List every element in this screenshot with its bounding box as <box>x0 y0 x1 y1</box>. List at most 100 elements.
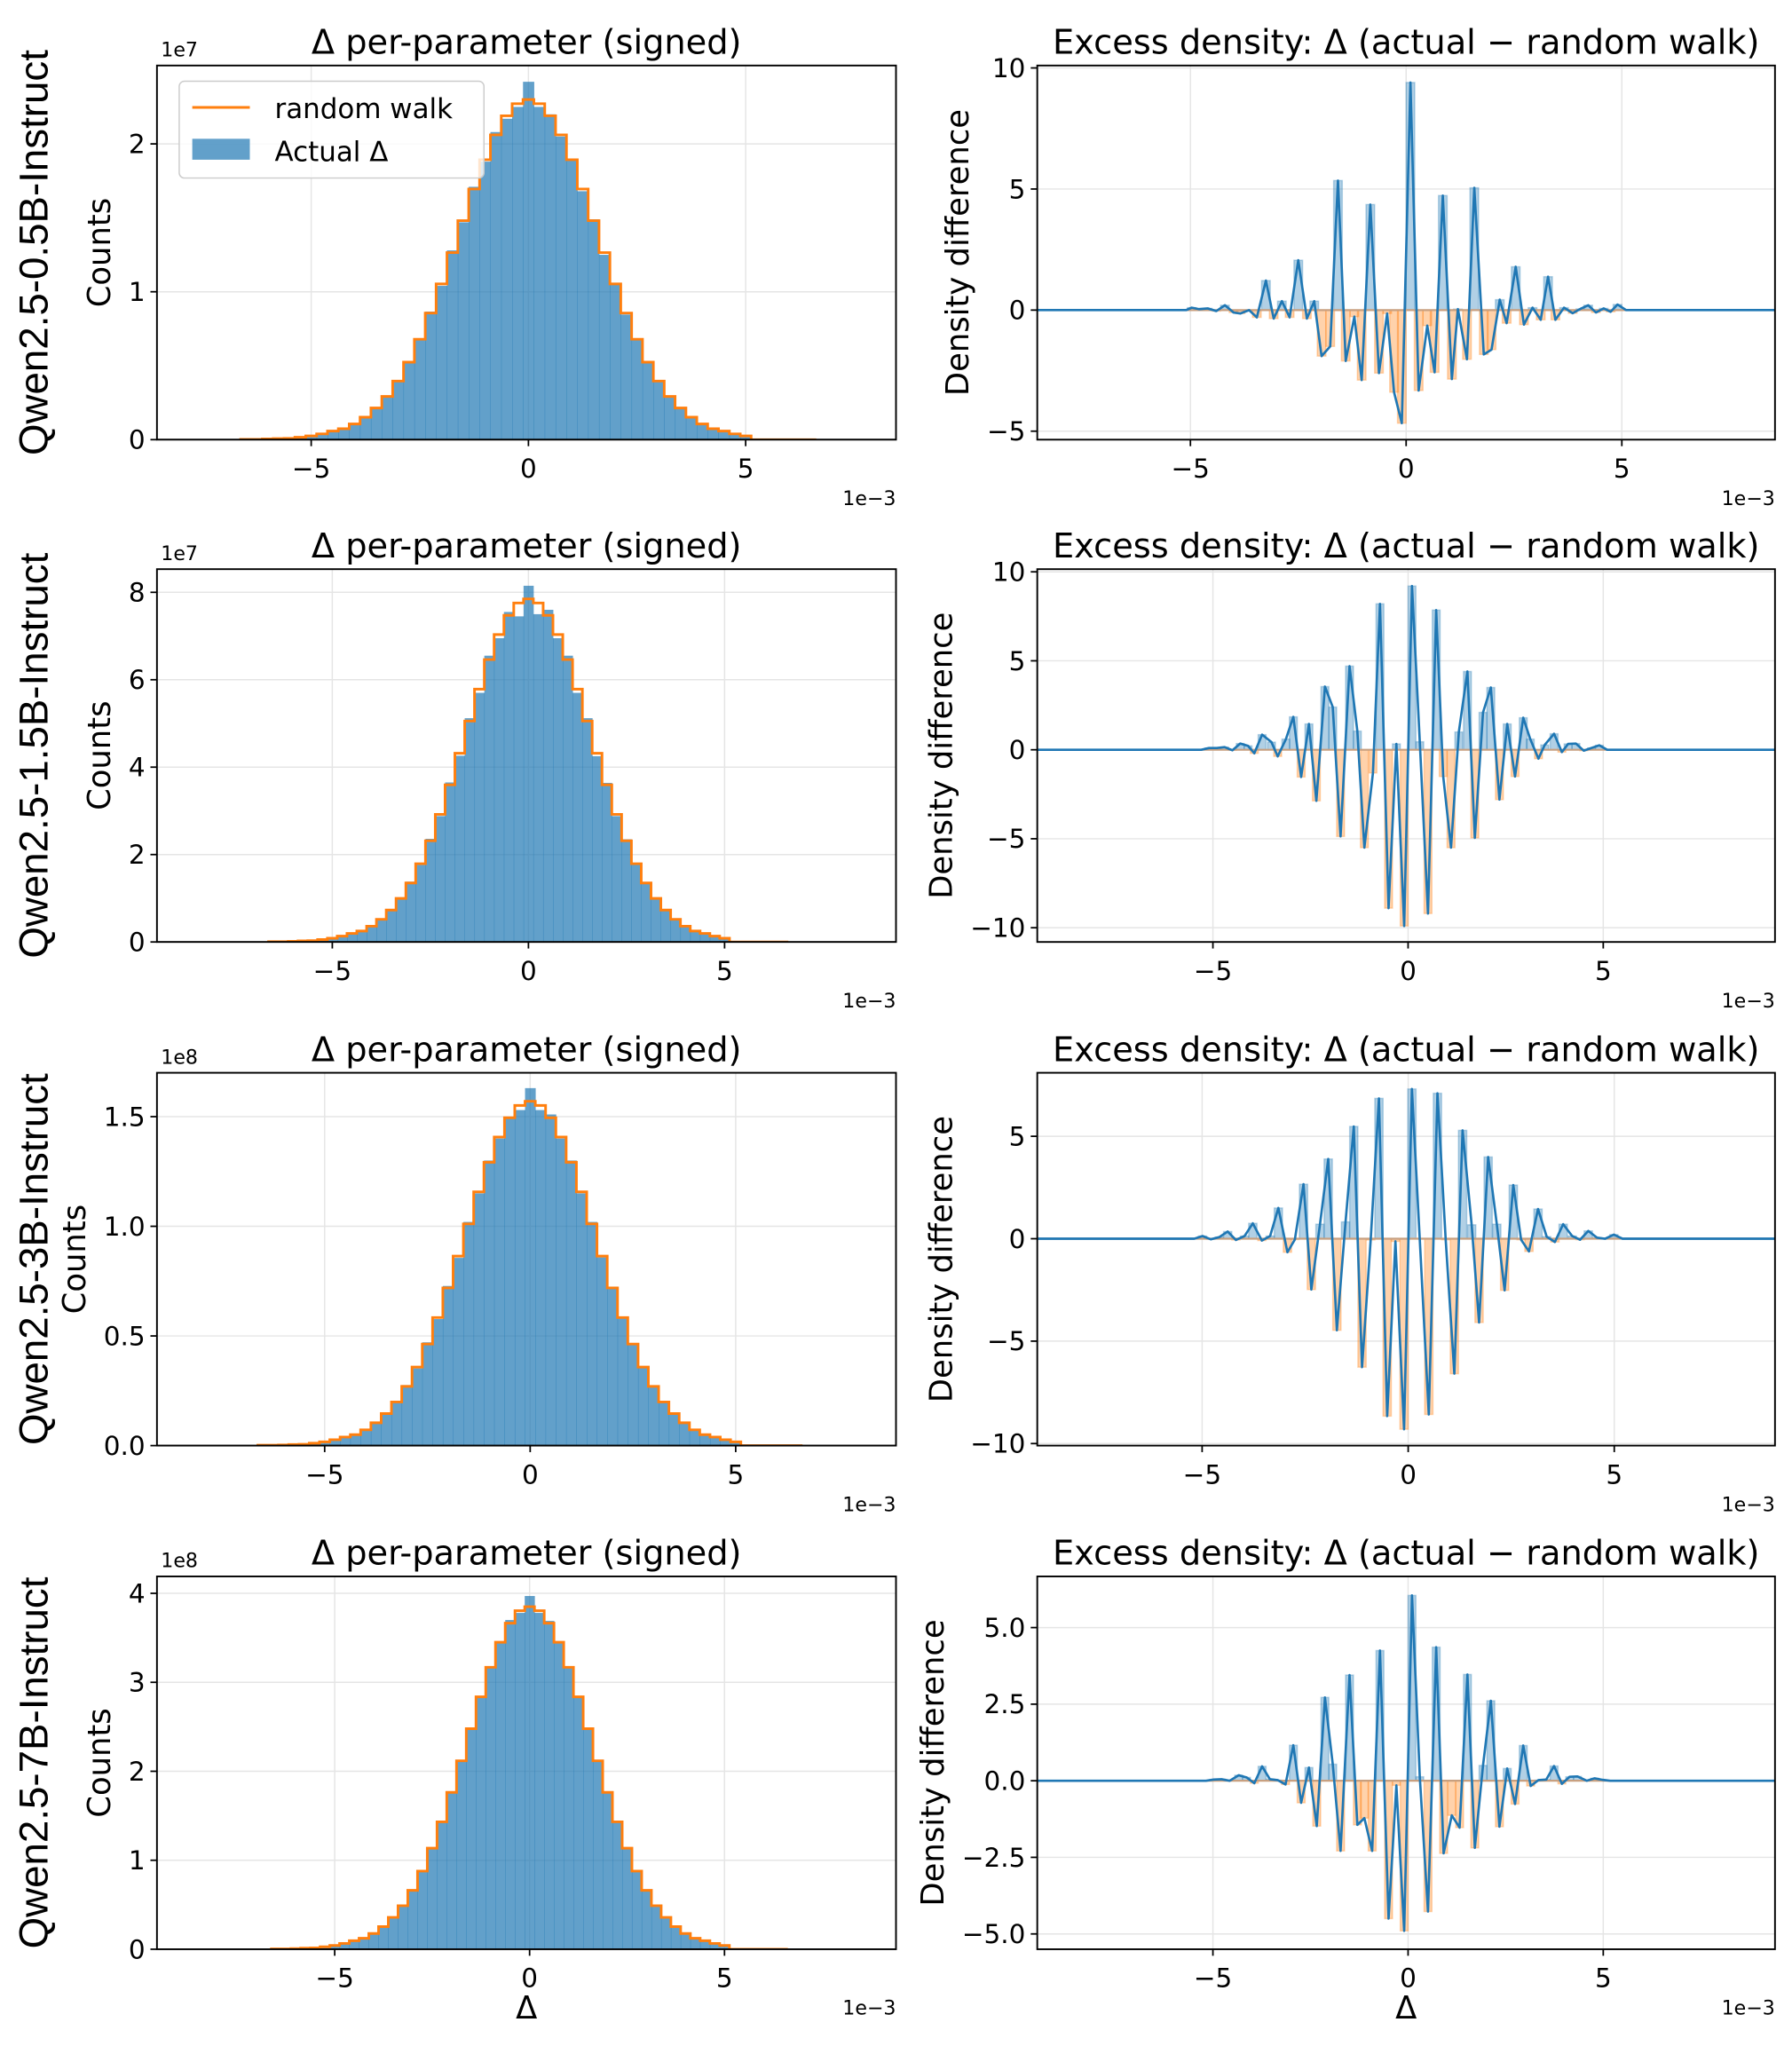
actual-bar <box>415 865 426 943</box>
actual-bar <box>542 609 554 943</box>
y-axis-label: Density difference <box>940 109 976 396</box>
y-offset-label: 1e7 <box>161 542 198 565</box>
actual-bar <box>596 1257 608 1446</box>
x-offset-label: 1e−3 <box>1722 990 1775 1013</box>
y-tick-label: −5 <box>987 416 1025 446</box>
actual-bar <box>592 755 603 943</box>
y-tick-label: 4 <box>129 753 146 783</box>
actual-bar <box>576 1193 588 1446</box>
x-tick-label: 5 <box>1595 956 1612 986</box>
actual-bar <box>617 1318 628 1446</box>
actual-bar <box>514 1110 525 1446</box>
actual-bar <box>442 1285 454 1446</box>
actual-bar <box>391 1402 403 1446</box>
actual-bar <box>427 1847 438 1949</box>
actual-bar <box>525 1087 536 1446</box>
actual-bar <box>327 937 338 943</box>
actual-bar <box>582 718 593 943</box>
actual-bar <box>425 312 437 440</box>
row-label: Qwen2.5-3B-Instruct <box>11 1073 56 1445</box>
x-tick-label: −5 <box>1171 454 1209 484</box>
actual-bar <box>525 1596 535 1949</box>
actual-bar <box>495 1643 506 1949</box>
histogram-chart: −5 0 5 0 1 2 3 4 1e−3 1e8 Δ per-parameter (signed)… <box>82 1534 897 2026</box>
actual-bar <box>719 937 730 943</box>
chart-title: Δ per-parameter (signed) <box>312 1534 742 1574</box>
x-tick-label: 0 <box>522 1459 539 1489</box>
actual-bar <box>709 936 721 943</box>
x-offset-label: 1e−3 <box>1722 1997 1775 2020</box>
row-label: Qwen2.5-7B-Instruct <box>11 1576 56 1948</box>
actual-bar <box>417 1871 428 1949</box>
y-tick-label: 0 <box>1009 735 1026 765</box>
actual-bar <box>555 136 567 440</box>
y-tick-label: 2 <box>129 1757 146 1787</box>
actual-bar <box>573 1697 584 1949</box>
actual-bar <box>720 1439 731 1446</box>
actual-bar <box>718 431 730 440</box>
actual-bar <box>631 1871 643 1949</box>
actual-bar <box>553 637 564 943</box>
actual-bar <box>648 1386 659 1446</box>
excess-negative-bar <box>1360 1780 1370 1820</box>
random-walk-step-line <box>270 1605 788 1949</box>
actual-bar <box>680 1933 691 1949</box>
x-tick-label: 5 <box>728 1459 745 1489</box>
x-tick-label: −5 <box>305 1459 343 1489</box>
actual-bar <box>504 1116 516 1446</box>
x-tick-label: −5 <box>292 454 330 484</box>
actual-bar <box>388 1916 399 1949</box>
actual-bar <box>740 436 752 440</box>
actual-bar <box>367 925 377 943</box>
chart-title: Δ per-parameter (signed) <box>312 526 742 566</box>
actual-bar <box>523 82 534 440</box>
x-tick-label: −5 <box>1194 956 1232 986</box>
actual-bar <box>642 363 654 440</box>
actual-bar <box>446 1791 457 1949</box>
actual-bar <box>523 585 534 943</box>
actual-bar <box>403 361 415 440</box>
actual-bar <box>501 118 513 440</box>
actual-bar <box>370 1423 382 1446</box>
excess-density-chart: −5 0 5 −5.0 −2.5 0.0 2.5 5.0 1e−3 Excess density:… <box>915 1534 1776 2026</box>
x-offset-label: 1e−3 <box>1722 487 1775 510</box>
x-tick-label: −5 <box>1183 1459 1221 1489</box>
actual-bar <box>485 1666 496 1949</box>
actual-bar <box>512 107 524 440</box>
chart-title: Δ per-parameter (signed) <box>312 1030 742 1070</box>
x-tick-label: 5 <box>1614 454 1630 484</box>
random-walk-step-line <box>239 98 817 440</box>
actual-bar <box>699 933 711 943</box>
actual-bar <box>593 1761 604 1949</box>
x-offset-label: 1e−3 <box>842 487 896 510</box>
actual-bar <box>381 1412 392 1446</box>
x-axis-label: Δ <box>1395 1990 1417 2026</box>
y-tick-label: 2 <box>129 840 146 870</box>
x-axis-label: Δ <box>516 1990 537 2026</box>
y-tick-label: 3 <box>129 1668 146 1698</box>
histogram-chart: −5 0 5 0.0 0.5 1.0 1.5 1e−3 1e8 Δ per-parameter (… <box>57 1030 897 1516</box>
actual-bar <box>628 1342 639 1446</box>
excess-density-chart: −5 0 5 −5 0 5 10 1e−3 Excess density: Δ (actual … <box>940 23 1776 510</box>
actual-bar <box>457 222 470 440</box>
actual-bar <box>493 1138 505 1446</box>
actual-bar <box>690 930 701 943</box>
actual-bar <box>479 162 491 440</box>
x-tick-label: 5 <box>1595 1963 1612 1994</box>
actual-bar <box>610 282 621 440</box>
excess-density-line <box>1037 1594 1775 1932</box>
actual-bar <box>503 612 515 943</box>
y-tick-label: 4 <box>129 1578 146 1608</box>
actual-bar <box>699 1434 711 1446</box>
y-offset-label: 1e7 <box>161 38 198 61</box>
y-tick-label: 1 <box>129 277 146 307</box>
x-tick-label: −5 <box>313 956 351 986</box>
actual-bar <box>730 1442 742 1446</box>
actual-bar <box>602 782 612 943</box>
actual-bar <box>469 186 480 440</box>
actual-bar <box>349 1940 359 1949</box>
legend-label: random walk <box>274 93 453 125</box>
actual-bar <box>436 286 448 440</box>
actual-bar <box>675 407 687 440</box>
